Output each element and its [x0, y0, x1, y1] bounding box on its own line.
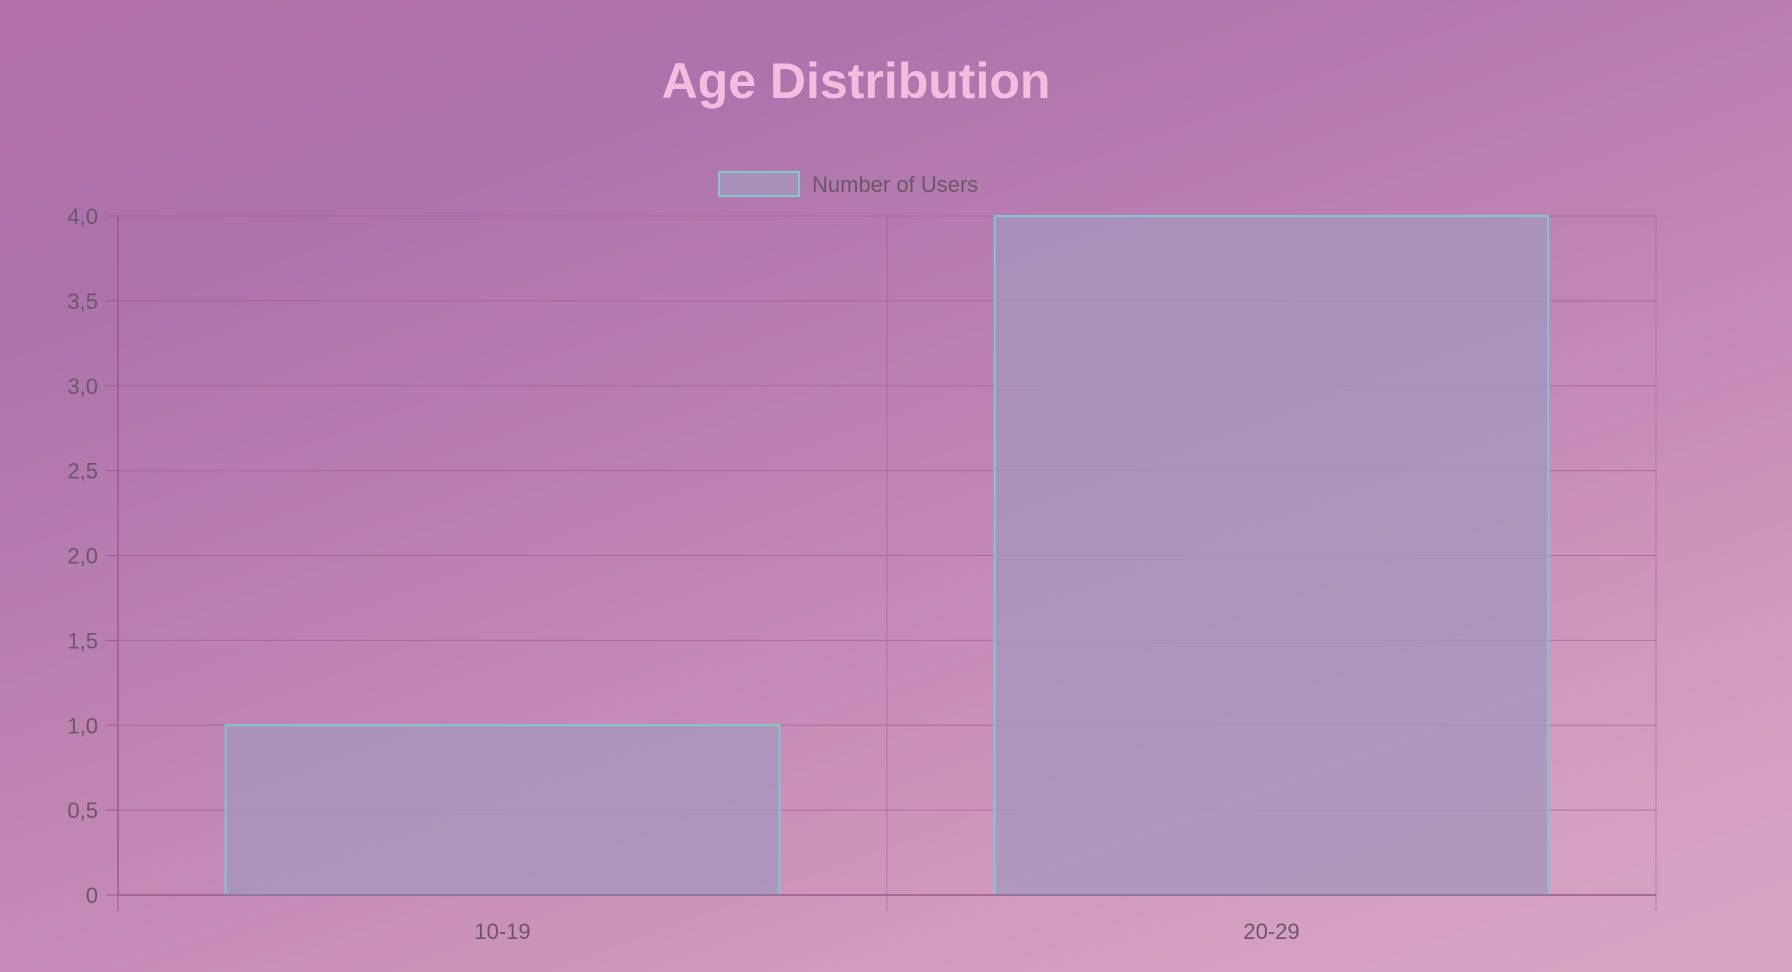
legend-label: Number of Users: [812, 172, 978, 197]
y-tick-label: 1,0: [67, 713, 98, 738]
legend[interactable]: Number of Users: [718, 171, 978, 197]
axes: 0 0,5 1,0 1,5 2,0 2,5 3,0 3,5 4,0 10-19 20-29: [67, 204, 1656, 944]
bar-20-29: [993, 215, 1550, 896]
x-tick-label: 10-19: [474, 919, 530, 944]
y-tick-label: 2,0: [67, 544, 98, 569]
chart-title: Age Distribution: [661, 53, 1051, 109]
y-tick-label: 1,5: [67, 628, 98, 653]
y-tick-label: 3,5: [67, 289, 98, 314]
bar-10-19: [224, 724, 781, 896]
y-tick-label: 4,0: [67, 204, 98, 229]
bars: [224, 215, 1550, 896]
y-tick-label: 0,5: [67, 798, 98, 823]
y-tick-label: 3,0: [67, 374, 98, 399]
legend-swatch: [718, 171, 800, 197]
y-tick-label: 2,5: [67, 459, 98, 484]
y-tick-label: 0: [86, 883, 98, 908]
x-tick-label: 20-29: [1243, 919, 1299, 944]
